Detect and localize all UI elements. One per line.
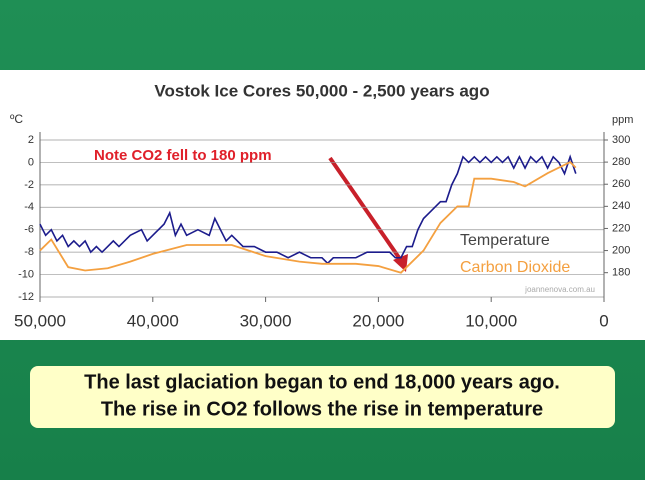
y2-tick-label: 260 [612, 178, 630, 190]
chart-title: Vostok Ice Cores 50,000 - 2,500 years ag… [154, 81, 489, 100]
y-tick-label: -6 [24, 224, 34, 236]
source: joannenova.com.au [524, 285, 595, 294]
caption-line: The last glaciation began to end 18,000 … [84, 371, 560, 393]
x-tick-label: 20,000 [352, 311, 404, 330]
caption-box [30, 366, 615, 428]
y-tick-label: -12 [18, 291, 34, 303]
chart-panel [0, 70, 645, 340]
y-tick-label: -4 [24, 201, 34, 213]
x-tick-label: 30,000 [240, 311, 292, 330]
y-tick-label: -10 [18, 268, 34, 280]
caption-line: The rise in CO2 follows the rise in temp… [101, 398, 543, 420]
series-line [39, 161, 577, 274]
x-tick-label: 0 [599, 311, 608, 330]
y2-tick-label: 300 [612, 134, 630, 146]
annotation: Note CO2 fell to 180 ppm [94, 147, 272, 164]
y2-tick-label: 280 [612, 156, 630, 168]
y2-tick-label: 200 [612, 244, 630, 256]
y-tick-label: -8 [24, 246, 34, 258]
annotation-arrow [328, 156, 404, 264]
y-tick-label: 2 [28, 134, 34, 146]
y2-tick-label: 180 [612, 267, 630, 279]
x-tick-label: 10,000 [465, 311, 517, 330]
y2-axis-label: ppm [612, 114, 633, 126]
y-tick-label: -2 [24, 179, 34, 191]
legend-entry: Carbon Dioxide [460, 259, 570, 276]
y2-tick-label: 240 [612, 200, 630, 212]
y-axis-label: ºC [10, 112, 23, 126]
x-tick-label: 40,000 [127, 311, 179, 330]
y-tick-label: 0 [28, 156, 34, 168]
series-line [39, 154, 577, 265]
legend-entry: Temperature [460, 232, 550, 249]
y2-tick-label: 220 [612, 222, 630, 234]
x-tick-label: 50,000 [14, 311, 66, 330]
